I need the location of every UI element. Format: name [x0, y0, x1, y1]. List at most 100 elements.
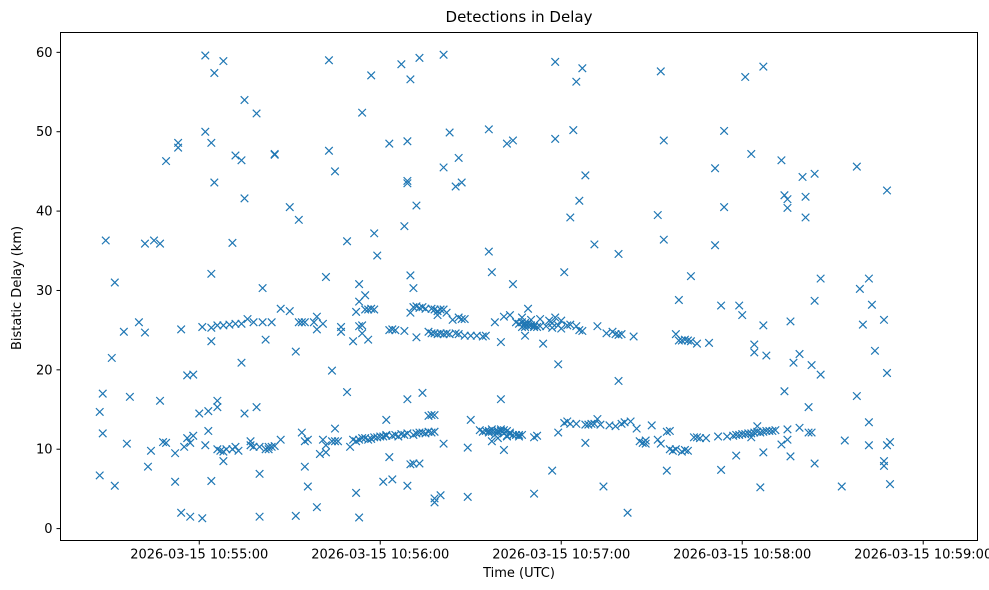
data-point [762, 426, 771, 436]
x-tick-label: 2026-03-15 10:59:00 [854, 548, 989, 563]
data-point [201, 127, 210, 136]
data-point [593, 321, 602, 331]
data-point [864, 274, 874, 283]
data-point [529, 489, 539, 498]
data-point [508, 430, 518, 440]
data-point [403, 481, 412, 490]
data-point [593, 414, 602, 424]
data-point [716, 301, 726, 310]
data-point [213, 402, 222, 412]
data-point [460, 331, 469, 340]
data-point [710, 241, 720, 250]
data-point [198, 322, 207, 332]
data-point [400, 326, 409, 336]
data-point [686, 271, 696, 281]
data-point [641, 439, 650, 448]
data-point [614, 249, 623, 259]
data-point [801, 192, 810, 202]
data-point [762, 351, 771, 360]
data-point [478, 332, 488, 341]
data-point [538, 339, 548, 348]
chart-title: Detections in Delay [446, 8, 593, 26]
data-point [487, 267, 497, 277]
data-point [418, 388, 427, 398]
data-point [581, 438, 590, 448]
data-point [680, 445, 690, 455]
data-point [499, 445, 509, 455]
data-point [300, 317, 310, 327]
data-point [499, 425, 509, 435]
data-point [204, 406, 213, 416]
data-point [777, 156, 786, 165]
data-point [98, 389, 107, 398]
data-point [170, 448, 180, 458]
data-point [550, 134, 560, 144]
data-point [502, 139, 512, 148]
data-point [403, 176, 412, 186]
data-point [430, 494, 439, 503]
data-point [653, 435, 662, 444]
data-point [303, 435, 313, 444]
data-point [810, 459, 819, 468]
data-point [373, 251, 382, 260]
data-point [363, 435, 373, 444]
data-point [701, 433, 711, 443]
data-point [134, 317, 144, 327]
data-point [170, 477, 180, 486]
data-point [427, 410, 436, 420]
data-point [526, 315, 536, 325]
data-point [140, 239, 150, 248]
data-point [195, 409, 204, 418]
data-point [297, 428, 307, 437]
data-point [457, 314, 466, 324]
data-point [484, 125, 494, 134]
data-point [222, 444, 231, 454]
y-axis: 0 10 20 30 40 50 60 [36, 46, 61, 537]
data-point [267, 317, 276, 327]
data-point [107, 353, 117, 363]
data-point [798, 172, 807, 182]
data-point [704, 338, 714, 348]
data-point [207, 476, 216, 486]
data-point [243, 314, 252, 324]
data-point [810, 296, 819, 306]
x-tick-label: 2026-03-15 10:57:00 [492, 548, 630, 563]
data-point [804, 402, 813, 412]
data-point [870, 346, 880, 356]
data-point [756, 483, 765, 492]
data-point [879, 461, 889, 471]
data-point [572, 321, 581, 331]
data-point [442, 329, 451, 338]
data-point [553, 428, 563, 437]
data-point [294, 215, 304, 225]
data-point [357, 321, 367, 330]
data-point [255, 442, 264, 452]
data-point [557, 324, 566, 333]
data-point [421, 304, 430, 313]
data-point [210, 68, 219, 78]
data-point [864, 418, 874, 427]
data-point [532, 322, 542, 332]
data-point [816, 274, 825, 283]
data-point [270, 149, 279, 159]
data-point [750, 348, 759, 357]
data-point [240, 194, 249, 203]
data-point [409, 459, 418, 468]
data-point [553, 360, 563, 369]
data-point [258, 283, 267, 293]
data-point [807, 360, 816, 370]
data-point [430, 427, 439, 436]
data-point [430, 329, 439, 338]
data-point [321, 441, 331, 450]
data-point [366, 71, 376, 80]
data-point [231, 151, 240, 160]
y-tick-label: 10 [36, 443, 53, 458]
data-point [237, 319, 246, 329]
data-point [312, 502, 322, 512]
data-point [454, 153, 463, 163]
data-point [783, 425, 792, 434]
data-point [695, 433, 705, 443]
data-point [572, 77, 581, 86]
data-point [424, 427, 433, 436]
data-point [523, 304, 533, 313]
